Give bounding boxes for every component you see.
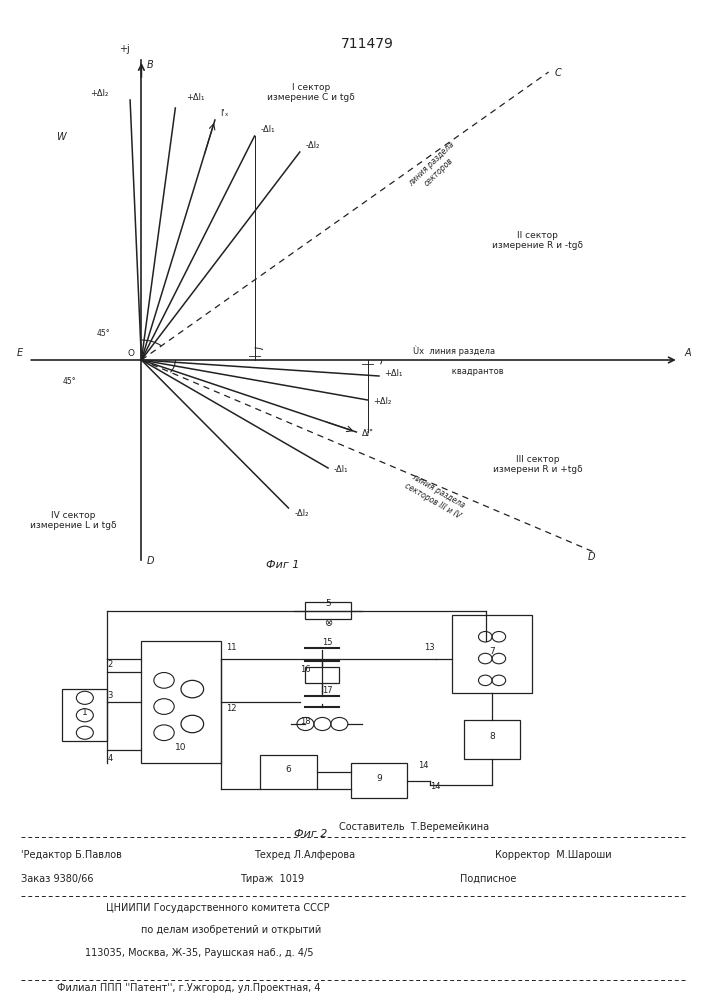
Text: 13: 13 (424, 643, 435, 652)
Text: 4: 4 (107, 754, 112, 763)
Text: +Δl₁: +Δl₁ (385, 369, 403, 378)
Text: B: B (147, 60, 154, 70)
Text: ⊗: ⊗ (324, 618, 332, 628)
Text: линия раздела
секторов: линия раздела секторов (407, 140, 464, 196)
Text: IV сектор
измерение L и tgδ: IV сектор измерение L и tgδ (30, 511, 117, 530)
Text: II сектор
измерение R и -tgδ: II сектор измерение R и -tgδ (492, 231, 583, 250)
Text: 14: 14 (419, 761, 429, 770)
Text: 3: 3 (107, 691, 113, 700)
Text: -Δl₂: -Δl₂ (294, 509, 308, 518)
Text: E: E (17, 348, 23, 358)
Text: Тираж  1019: Тираж 1019 (240, 874, 305, 884)
Text: -Δl₁: -Δl₁ (260, 125, 275, 134)
Text: 2: 2 (107, 660, 112, 669)
Text: Корректор  М.Шароши: Корректор М.Шароши (495, 850, 612, 860)
Bar (464, 720, 520, 759)
Text: +Δl₂: +Δl₂ (373, 397, 392, 406)
Text: 45°: 45° (62, 377, 76, 386)
Text: 7: 7 (489, 647, 495, 656)
Text: 9: 9 (376, 774, 382, 783)
Text: Техред Л.Алферова: Техред Л.Алферова (255, 850, 356, 860)
Text: 14: 14 (430, 782, 440, 791)
Text: +j: +j (119, 44, 129, 54)
Bar (260, 755, 317, 789)
Bar (452, 615, 532, 693)
Text: -Δl₁: -Δl₁ (334, 465, 349, 474)
Bar (351, 763, 407, 798)
Text: A: A (684, 348, 691, 358)
Text: +Δl₁: +Δl₁ (187, 93, 205, 102)
Text: I сектор
измерение С и tgδ: I сектор измерение С и tgδ (267, 83, 355, 102)
Text: 1: 1 (82, 708, 88, 717)
Text: 711479: 711479 (341, 37, 394, 51)
Text: 10: 10 (175, 743, 187, 752)
Text: 16: 16 (300, 665, 310, 674)
Bar (305, 667, 339, 683)
Text: Ùx  линия раздела: Ùx линия раздела (413, 346, 495, 356)
Bar (141, 641, 221, 763)
Text: 18: 18 (300, 717, 310, 726)
Text: Δi": Δi" (362, 429, 374, 438)
Text: I'ₓ: I'ₓ (221, 109, 229, 118)
Text: 6: 6 (286, 765, 291, 774)
Text: 45°: 45° (96, 329, 110, 338)
Text: 113035, Москва, Ж-35, Раушская наб., д. 4/5: 113035, Москва, Ж-35, Раушская наб., д. … (85, 948, 313, 958)
Text: D: D (588, 552, 596, 562)
Text: 5: 5 (325, 599, 331, 608)
Text: 15: 15 (322, 638, 333, 647)
Text: -Δl₂: -Δl₂ (305, 141, 320, 150)
Text: 17: 17 (322, 686, 333, 695)
Text: Подписное: Подписное (460, 874, 516, 884)
Bar (62, 689, 107, 741)
Text: D: D (147, 556, 155, 566)
Text: квадрантов: квадрантов (436, 367, 503, 376)
Text: линия раздела
секторов III и IV: линия раздела секторов III и IV (403, 472, 468, 520)
Text: Составитель  Т.Веремейкина: Составитель Т.Веремейкина (339, 822, 489, 832)
Text: 11: 11 (226, 643, 237, 652)
Text: Фиг 2: Фиг 2 (294, 829, 328, 839)
Bar (305, 602, 351, 619)
Text: ЦНИИПИ Государственного комитета СССР: ЦНИИПИ Государственного комитета СССР (106, 903, 329, 913)
Text: по делам изобретений и открытий: по делам изобретений и открытий (141, 925, 322, 935)
Text: 12: 12 (226, 704, 237, 713)
Text: +Δl₂: +Δl₂ (90, 89, 109, 98)
Text: 8: 8 (489, 732, 495, 741)
Text: W: W (57, 132, 66, 142)
Text: 'Редактор Б.Павлов: 'Редактор Б.Павлов (21, 850, 122, 860)
Text: Филиал ППП ''Патент'', г.Ужгород, ул.Проектная, 4: Филиал ППП ''Патент'', г.Ужгород, ул.Про… (57, 983, 320, 993)
Text: Заказ 9380/66: Заказ 9380/66 (21, 874, 94, 884)
Text: Фиг 1: Фиг 1 (266, 560, 300, 570)
Text: O: O (127, 349, 134, 358)
Text: III сектор
измерени R и +tgδ: III сектор измерени R и +tgδ (493, 455, 582, 474)
Text: C: C (554, 68, 561, 78)
